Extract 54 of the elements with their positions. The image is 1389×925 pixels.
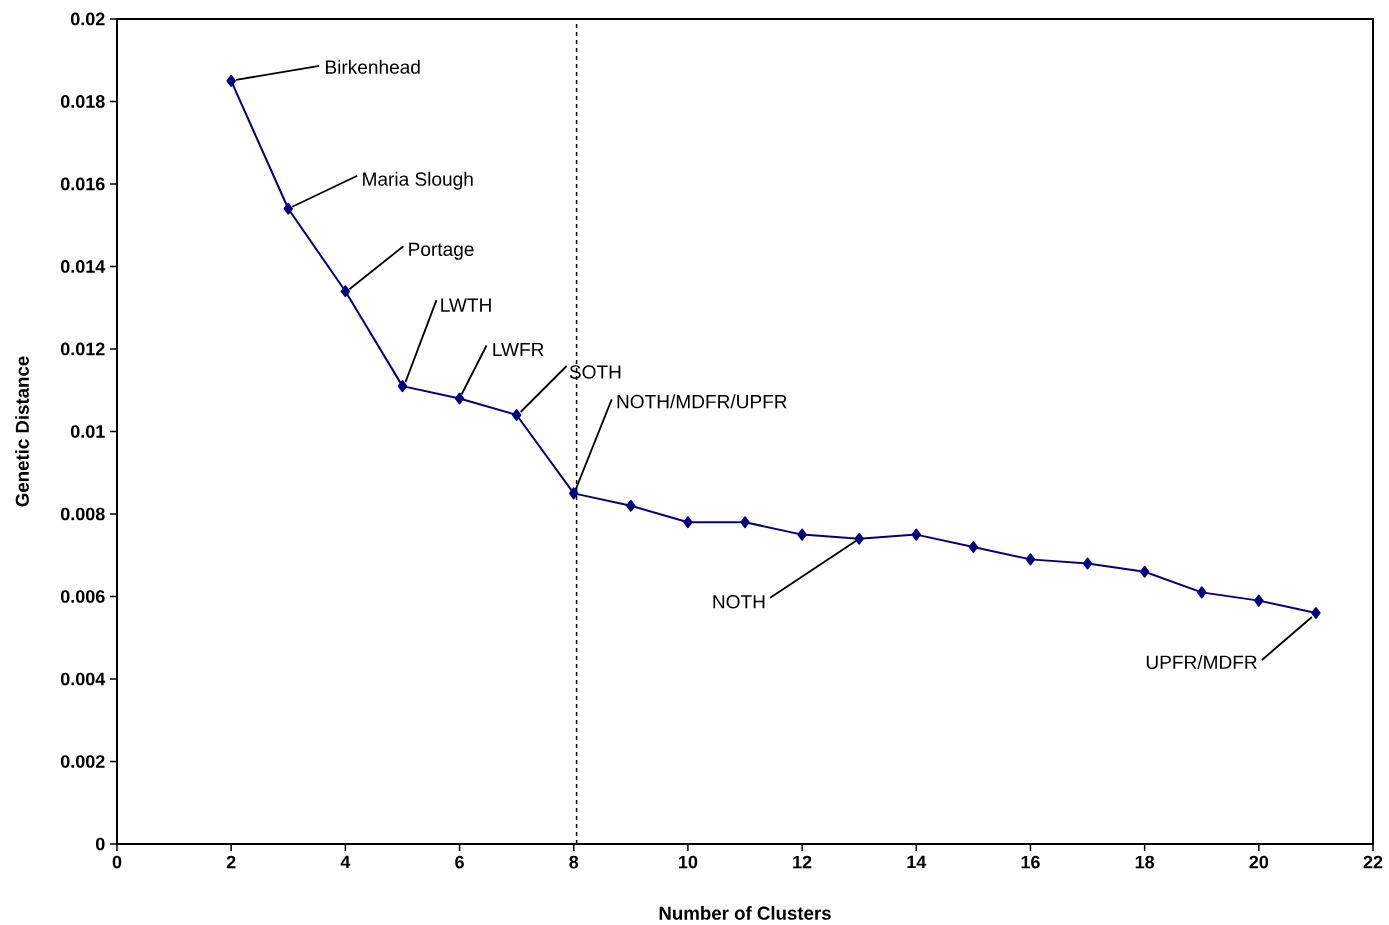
- y-tick-label: 0: [95, 837, 105, 851]
- point: [1196, 586, 1207, 599]
- point: [226, 74, 236, 87]
- point: [1082, 557, 1093, 570]
- annotation: UPFR/MDFR: [1146, 654, 1257, 669]
- y-tick-label: 0.018: [60, 95, 105, 108]
- annotation: LWTH: [441, 298, 491, 312]
- y-tick-label: 0.02: [70, 12, 105, 26]
- point: [911, 528, 922, 541]
- x-tick-label: 2: [226, 855, 236, 869]
- point: [854, 532, 864, 545]
- annotation: LWFR: [493, 342, 544, 357]
- y-tick-label: 0.012: [60, 342, 105, 356]
- x-tick-label: 14: [907, 855, 927, 869]
- annotation: NOTH: [713, 594, 765, 609]
- y-tick-label: 0.01: [70, 425, 105, 438]
- x-tick-label: 0: [112, 855, 122, 869]
- point: [511, 408, 522, 421]
- x-tick-label: 22: [1363, 855, 1383, 869]
- x-tick-label: 8: [569, 855, 579, 869]
- point: [683, 516, 693, 529]
- point: [740, 516, 750, 529]
- annotation: Birkenhead: [326, 59, 420, 74]
- annotation: Maria Slough: [363, 171, 473, 190]
- y-axis-title: Genetic Distance: [15, 356, 29, 507]
- point: [1025, 553, 1036, 566]
- x-tick-label: 18: [1135, 855, 1155, 869]
- x-tick-label: 4: [340, 855, 351, 869]
- annotation: NOTH/MDFR/UPFR: [617, 394, 787, 409]
- x-tick-label: 12: [793, 855, 812, 869]
- x-axis-title: Number of Clusters: [659, 906, 831, 920]
- point: [283, 202, 294, 215]
- y-tick-label: 0.014: [60, 260, 106, 273]
- annotation: Portage: [409, 242, 474, 260]
- y-tick-label: 0.008: [60, 507, 105, 521]
- x-tick-label: 20: [1249, 855, 1269, 869]
- y-tick-label: 0.016: [60, 177, 105, 191]
- annotation: SOTH: [569, 365, 621, 379]
- point: [340, 285, 351, 298]
- point: [1139, 565, 1150, 578]
- point: [568, 487, 579, 500]
- x-tick-label: 16: [1021, 855, 1040, 869]
- y-tick-label: 0.006: [60, 590, 105, 603]
- point: [1311, 607, 1321, 619]
- y-tick-label: 0.004: [60, 672, 106, 686]
- y-tick-label: 0.002: [60, 755, 105, 768]
- point: [454, 392, 465, 405]
- x-tick-label: 10: [679, 855, 698, 869]
- point: [797, 528, 807, 541]
- point: [968, 541, 979, 553]
- x-tick-label: 6: [455, 855, 464, 869]
- point: [397, 380, 408, 393]
- point: [626, 499, 636, 512]
- point: [1254, 594, 1264, 607]
